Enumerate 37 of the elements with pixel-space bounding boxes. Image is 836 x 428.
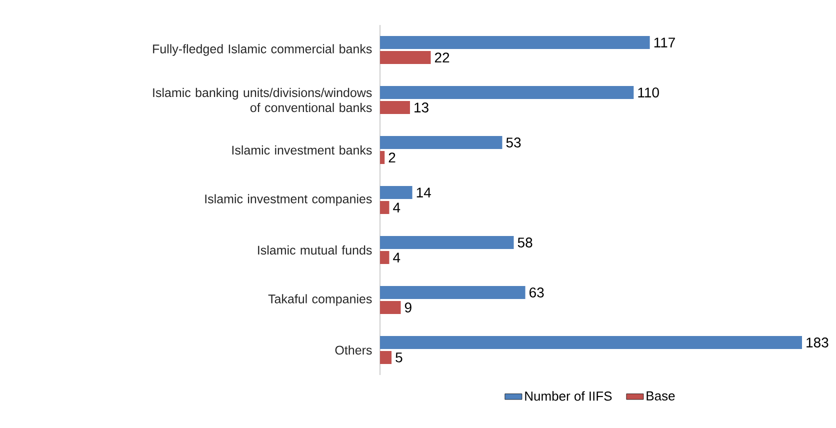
data-label: 4 xyxy=(393,202,400,212)
data-label: 117 xyxy=(654,38,675,48)
data-label: 2 xyxy=(388,152,396,162)
data-label: 110 xyxy=(638,88,659,98)
y-tick-label: Others xyxy=(335,345,372,355)
bar xyxy=(380,36,650,50)
data-label: 4 xyxy=(393,252,400,262)
bar xyxy=(380,136,502,150)
bar xyxy=(380,351,392,364)
data-label: 63 xyxy=(530,288,544,298)
legend-label: Number of IIFS xyxy=(525,391,612,401)
bar xyxy=(380,251,390,264)
bar xyxy=(380,236,514,250)
y-tick-label: Islamic banking units/divisions/windows of conventional banks xyxy=(153,88,372,112)
y-tick-label: Islamic mutual funds xyxy=(258,245,372,255)
bar xyxy=(380,201,390,214)
bar xyxy=(380,186,412,200)
data-label: 5 xyxy=(396,352,402,362)
bar xyxy=(380,51,431,64)
data-label: 14 xyxy=(416,188,431,198)
bar xyxy=(380,301,401,314)
y-tick-label: Islamic investment banks xyxy=(232,145,372,155)
data-label: 58 xyxy=(518,238,532,248)
y-tick-label: Takaful companies xyxy=(268,294,372,306)
bar xyxy=(380,101,410,114)
y-tick-label: Fully-fledged Islamic commercial banks xyxy=(153,44,372,56)
bar xyxy=(380,86,634,100)
bar xyxy=(380,336,802,350)
bar xyxy=(380,286,526,300)
data-label: 9 xyxy=(404,302,412,312)
data-label: 53 xyxy=(506,138,521,148)
legend-label: Base xyxy=(646,391,675,400)
data-label: 183 xyxy=(806,338,828,348)
data-label: 13 xyxy=(414,102,428,112)
y-tick-label: Islamic investment companies xyxy=(205,194,372,206)
data-label: 22 xyxy=(434,52,450,62)
bar xyxy=(380,151,385,164)
